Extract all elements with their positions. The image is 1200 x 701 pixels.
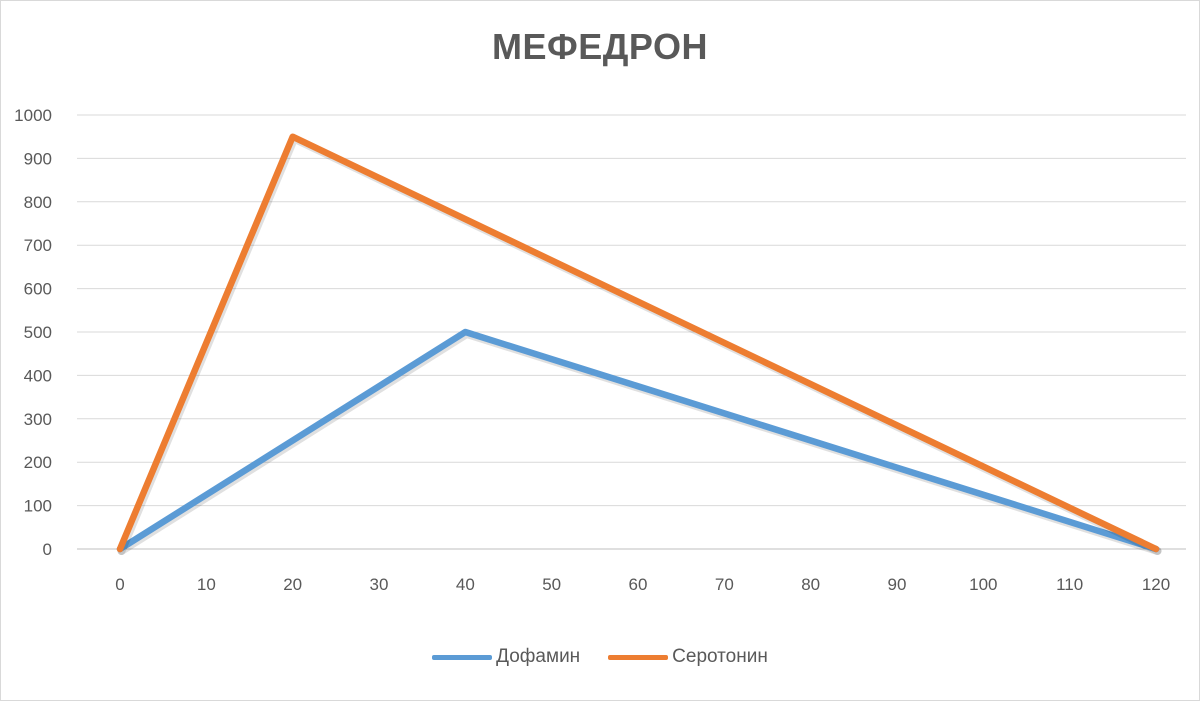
x-tick-label-70: 70 — [715, 575, 734, 594]
chart-title: МЕФЕДРОН — [492, 26, 708, 67]
x-tick-label-90: 90 — [888, 575, 907, 594]
grid-lines — [77, 114, 1186, 550]
y-tick-label-100: 100 — [24, 497, 52, 516]
series-line-serotonin[interactable] — [116, 133, 1160, 553]
x-tick-label-120: 120 — [1142, 575, 1170, 594]
legend-swatch-dopamine — [432, 654, 493, 660]
legend-swatch-serotonin — [608, 654, 669, 660]
x-tick-label-60: 60 — [629, 575, 648, 594]
y-axis-tick-labels: 0 100 200 300 400 500 600 700 800 900 1000 — [14, 106, 52, 559]
series-shadow-1 — [117, 134, 1162, 555]
x-tick-label-0: 0 — [115, 575, 124, 594]
series-lines — [116, 133, 1162, 555]
y-tick-label-800: 800 — [24, 193, 52, 212]
y-tick-label-500: 500 — [24, 323, 52, 342]
y-tick-label-400: 400 — [24, 366, 52, 385]
y-tick-label-700: 700 — [24, 236, 52, 255]
legend-item-serotonin[interactable]: Серотонин — [608, 646, 768, 668]
series-line-dopamine[interactable] — [116, 328, 1160, 553]
y-tick-label-300: 300 — [24, 410, 52, 429]
x-tick-label-20: 20 — [283, 575, 302, 594]
x-tick-label-10: 10 — [197, 575, 216, 594]
legend-label-dopamine: Дофамин — [496, 646, 581, 667]
y-tick-label-0: 0 — [43, 540, 52, 559]
y-tick-label-200: 200 — [24, 453, 52, 472]
x-tick-label-80: 80 — [801, 575, 820, 594]
x-tick-label-50: 50 — [542, 575, 561, 594]
legend: Дофамин Серотонин — [0, 646, 1200, 668]
x-tick-label-30: 30 — [370, 575, 389, 594]
x-tick-label-100: 100 — [969, 575, 997, 594]
y-tick-label-1000: 1000 — [14, 106, 52, 125]
x-axis-tick-labels: 0 10 20 30 40 50 60 70 80 90 100 110 120 — [115, 575, 1170, 594]
x-tick-label-110: 110 — [1056, 575, 1083, 594]
legend-item-dopamine[interactable]: Дофамин — [432, 646, 580, 668]
y-tick-label-600: 600 — [24, 280, 52, 299]
series-shadow-0 — [117, 330, 1162, 555]
legend-label-serotonin: Серотонин — [672, 646, 768, 667]
y-tick-label-900: 900 — [24, 149, 52, 168]
x-tick-label-40: 40 — [456, 575, 475, 594]
